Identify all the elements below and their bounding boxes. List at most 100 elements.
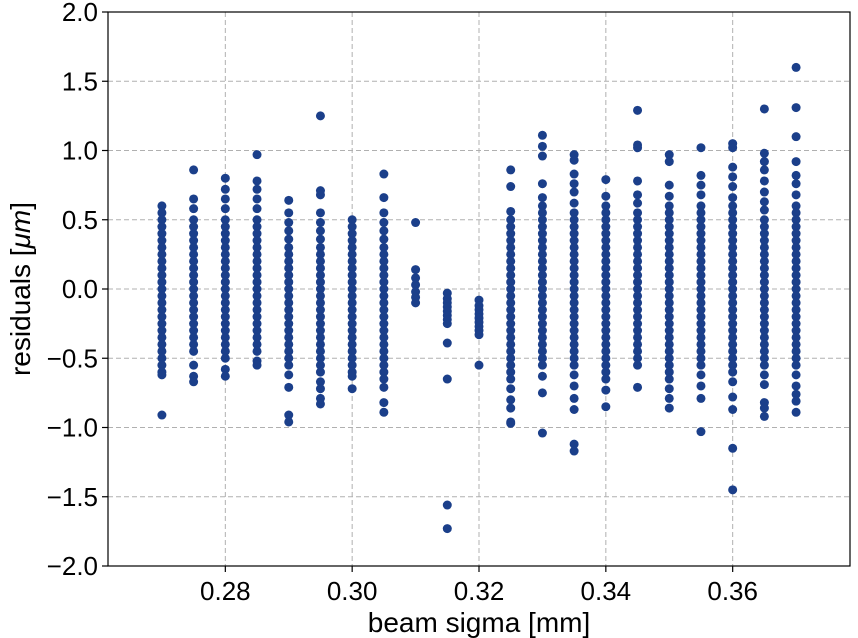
data-point bbox=[759, 360, 769, 370]
data-point bbox=[220, 173, 230, 183]
data-point bbox=[569, 370, 579, 380]
data-point bbox=[157, 277, 167, 287]
data-point bbox=[284, 312, 294, 322]
data-point bbox=[220, 256, 230, 266]
data-point bbox=[696, 305, 706, 315]
data-point bbox=[284, 234, 294, 244]
data-point bbox=[633, 319, 643, 329]
data-point bbox=[664, 229, 674, 239]
data-point bbox=[728, 284, 738, 294]
y-tick-label: −1.5 bbox=[47, 482, 98, 512]
data-point bbox=[728, 326, 738, 336]
data-point bbox=[728, 360, 738, 370]
data-point bbox=[252, 184, 262, 194]
data-point bbox=[791, 249, 801, 259]
data-point bbox=[664, 291, 674, 301]
data-point bbox=[189, 204, 199, 214]
data-point bbox=[189, 263, 199, 273]
data-point bbox=[220, 184, 230, 194]
data-point bbox=[664, 222, 674, 232]
data-point bbox=[537, 130, 547, 140]
data-point bbox=[220, 270, 230, 280]
y-tick-label: 2.0 bbox=[62, 0, 98, 27]
data-point bbox=[633, 215, 643, 225]
data-point bbox=[601, 284, 611, 294]
data-point bbox=[347, 291, 357, 301]
data-point bbox=[284, 218, 294, 228]
data-point bbox=[759, 403, 769, 413]
data-point bbox=[157, 256, 167, 266]
data-point bbox=[284, 370, 294, 380]
data-point bbox=[791, 256, 801, 266]
data-point bbox=[633, 198, 643, 208]
data-point bbox=[759, 222, 769, 232]
data-point bbox=[506, 284, 516, 294]
data-point bbox=[537, 222, 547, 232]
data-point bbox=[601, 339, 611, 349]
data-point bbox=[664, 298, 674, 308]
data-point bbox=[664, 249, 674, 259]
data-point bbox=[315, 291, 325, 301]
data-point bbox=[537, 388, 547, 398]
data-point bbox=[569, 439, 579, 449]
data-point bbox=[728, 377, 738, 387]
data-point bbox=[537, 215, 547, 225]
data-point bbox=[791, 222, 801, 232]
data-point bbox=[442, 500, 452, 510]
data-point bbox=[569, 291, 579, 301]
data-point bbox=[537, 277, 547, 287]
data-point bbox=[569, 446, 579, 456]
data-point bbox=[759, 176, 769, 186]
data-point bbox=[379, 284, 389, 294]
data-point bbox=[664, 393, 674, 403]
data-point bbox=[664, 374, 674, 384]
data-point bbox=[759, 242, 769, 252]
data-point bbox=[569, 179, 579, 189]
data-point bbox=[728, 298, 738, 308]
data-point bbox=[791, 312, 801, 322]
data-point bbox=[569, 215, 579, 225]
data-point bbox=[284, 242, 294, 252]
data-point bbox=[728, 367, 738, 377]
data-point bbox=[315, 339, 325, 349]
data-point bbox=[696, 215, 706, 225]
data-point bbox=[791, 170, 801, 180]
data-point bbox=[379, 234, 389, 244]
data-point bbox=[759, 249, 769, 259]
data-point bbox=[157, 249, 167, 259]
data-point bbox=[759, 291, 769, 301]
data-point bbox=[252, 319, 262, 329]
data-point bbox=[633, 176, 643, 186]
data-point bbox=[633, 263, 643, 273]
data-point bbox=[220, 326, 230, 336]
data-point bbox=[157, 319, 167, 329]
data-point bbox=[728, 193, 738, 203]
x-axis-label: beam sigma [mm] bbox=[368, 607, 591, 638]
data-point bbox=[252, 263, 262, 273]
data-point bbox=[569, 353, 579, 363]
data-point bbox=[569, 198, 579, 208]
data-point bbox=[284, 249, 294, 259]
data-point bbox=[696, 427, 706, 437]
data-point bbox=[759, 305, 769, 315]
data-point bbox=[728, 229, 738, 239]
data-point bbox=[791, 291, 801, 301]
data-point bbox=[315, 270, 325, 280]
data-point bbox=[442, 319, 452, 329]
data-point bbox=[315, 284, 325, 294]
data-point bbox=[696, 353, 706, 363]
data-point bbox=[379, 277, 389, 287]
data-point bbox=[379, 326, 389, 336]
data-point bbox=[506, 206, 516, 216]
data-point bbox=[537, 270, 547, 280]
data-point bbox=[537, 141, 547, 151]
data-point bbox=[569, 346, 579, 356]
data-point bbox=[347, 277, 357, 287]
data-point bbox=[252, 291, 262, 301]
data-point bbox=[189, 312, 199, 322]
data-point bbox=[537, 249, 547, 259]
data-point bbox=[157, 284, 167, 294]
data-point bbox=[189, 229, 199, 239]
data-point bbox=[696, 236, 706, 246]
